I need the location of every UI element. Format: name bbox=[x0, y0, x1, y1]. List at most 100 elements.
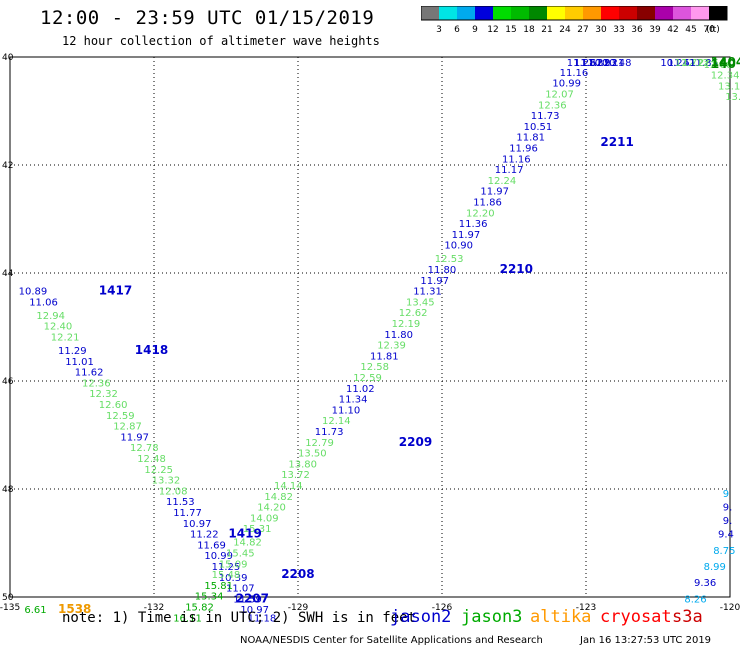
lat-tick-label: 44 bbox=[2, 269, 14, 279]
colorbar-swatch bbox=[547, 6, 565, 20]
wave-height-value: 12.58 bbox=[360, 362, 389, 373]
legend-cryosat: cryosat bbox=[600, 607, 672, 627]
wave-height-value: 11.32 bbox=[581, 58, 610, 69]
wave-height-value: 11.80 bbox=[428, 265, 457, 276]
map-ticks: -135 -132 -129 -126 -123 -120 40 42 44 46 48 50 bbox=[0, 53, 740, 613]
lat-tick-label: 40 bbox=[2, 53, 14, 63]
wave-height-value: 13.72 bbox=[281, 470, 310, 481]
wave-height-value: 11.53 bbox=[166, 497, 195, 508]
wave-height-value: 12.64 bbox=[696, 58, 725, 69]
pass-time-label: 140 bbox=[711, 57, 736, 71]
lon-tick-label: -126 bbox=[432, 603, 453, 613]
wave-height-value: 12.79 bbox=[305, 438, 334, 449]
wave-height-value: 14.82 bbox=[233, 538, 262, 549]
colorbar-swatch bbox=[601, 6, 619, 20]
wave-height-value: 12.53 bbox=[435, 254, 464, 265]
lon-tick-label: -120 bbox=[720, 603, 740, 613]
wave-height-value: 13.32 bbox=[152, 476, 181, 487]
colorbar-label: 18 bbox=[523, 25, 535, 35]
legend-altika: altika bbox=[530, 607, 592, 627]
wave-height-value: 11.80 bbox=[384, 330, 413, 341]
colorbar-label: 27 bbox=[577, 25, 588, 35]
wave-height-value: 10.90 bbox=[444, 241, 473, 252]
wave-height-value: 11.16 bbox=[502, 154, 531, 165]
pass-time-label: 2207 bbox=[236, 591, 269, 605]
wave-height-value: 12.48 bbox=[137, 454, 166, 465]
wave-height-value: 11.17 bbox=[495, 165, 524, 176]
wave-height-value: 11.28 bbox=[567, 58, 596, 69]
wave-height-value: 12.19 bbox=[392, 319, 421, 330]
wave-height-value: 10.24 bbox=[660, 58, 689, 69]
wave-height-value: 11.16 bbox=[560, 68, 589, 79]
colorbar-label: 6 bbox=[454, 25, 460, 35]
wave-height-value: 11.97 bbox=[480, 187, 509, 198]
wave-height-value: 8.75 bbox=[713, 546, 735, 557]
wave-height-value: 14.82 bbox=[264, 492, 293, 503]
wave-height-value: 11.10 bbox=[332, 405, 361, 416]
wave-height-value: 11.59 bbox=[233, 594, 262, 605]
colorbar-swatch bbox=[439, 6, 457, 20]
wave-height-value: 14.14 bbox=[274, 481, 303, 492]
wave-height-value: 13. bbox=[725, 92, 740, 103]
wave-height-value: 14.20 bbox=[257, 503, 286, 514]
colorbar-label: 9 bbox=[472, 25, 478, 35]
colorbar-label: 12 bbox=[487, 25, 498, 35]
wave-height-value: 11.51 bbox=[668, 58, 697, 69]
wave-height-value: 11.31 bbox=[413, 287, 442, 298]
pass-time-label: 1538 bbox=[58, 602, 91, 616]
colorbar-swatch bbox=[619, 6, 637, 20]
wave-height-value: 11.81 bbox=[370, 351, 399, 362]
lon-tick-label: -132 bbox=[144, 603, 164, 613]
wave-height-value: 11.86 bbox=[473, 198, 502, 209]
pass-time-label: 2211 bbox=[600, 135, 633, 149]
wave-height-value: 8.99 bbox=[704, 562, 726, 573]
colorbar: 3 6 9 12 15 18 21 24 27 30 33 36 39 42 45 70(ft) bbox=[421, 6, 728, 35]
wave-height-value: 9. bbox=[723, 516, 733, 527]
colorbar-swatch bbox=[421, 6, 439, 20]
wave-height-value: 11.22 bbox=[190, 530, 219, 541]
wave-height-value: 12.25 bbox=[144, 465, 173, 476]
lat-tick-label: 48 bbox=[2, 485, 14, 495]
wave-height-value: 11.97 bbox=[452, 230, 481, 241]
lat-tick-label: 42 bbox=[2, 161, 13, 171]
pass-time-label: 1418 bbox=[135, 343, 168, 357]
colorbar-unit: (ft) bbox=[706, 25, 720, 35]
wave-height-value: 12.59 bbox=[353, 373, 382, 384]
wave-height-value: 12.20 bbox=[466, 208, 495, 219]
wave-height-value: 12.14 bbox=[322, 416, 351, 427]
wave-height-value: 12.36 bbox=[538, 100, 567, 111]
colorbar-swatch bbox=[475, 6, 493, 20]
map-subtitle: 12 hour collection of altimeter wave hei… bbox=[62, 34, 380, 48]
wave-height-value: 14.09 bbox=[250, 513, 279, 524]
pass-time-label: 1404 bbox=[711, 55, 740, 69]
map-grid bbox=[10, 57, 730, 597]
wave-height-value: 12.36 bbox=[82, 378, 111, 389]
wave-height-value: 15.31 bbox=[243, 524, 272, 535]
colorbar-swatch bbox=[673, 6, 691, 20]
wave-height-value: 10.48 bbox=[603, 58, 632, 69]
wave-height-value: 11.18 bbox=[248, 613, 277, 624]
wave-height-value: 12.62 bbox=[399, 308, 428, 319]
wave-height-value: 12.40 bbox=[44, 322, 73, 333]
wave-height-value: 11.73 bbox=[315, 427, 344, 438]
colorbar-label: 33 bbox=[613, 25, 624, 35]
colorbar-label: 36 bbox=[631, 25, 643, 35]
colorbar-swatch bbox=[655, 6, 673, 20]
wave-height-value: 12.60 bbox=[99, 400, 128, 411]
wave-height-value: 6.61 bbox=[24, 605, 46, 616]
legend-jason3: jason3 bbox=[461, 607, 523, 627]
wave-height-value: 10.39 bbox=[219, 573, 248, 584]
note-text: note: 1) Time is in UTC; 2) SWH is in fe… bbox=[62, 610, 417, 626]
wave-height-value: 12.39 bbox=[377, 341, 406, 352]
wave-height-value: 11.97 bbox=[120, 432, 149, 443]
colorbar-label: 3 bbox=[436, 25, 442, 35]
wave-height-value: 11.96 bbox=[509, 144, 538, 155]
colorbar-swatch bbox=[691, 6, 709, 20]
colorbar-label: 30 bbox=[595, 25, 607, 35]
wave-height-value: 11.62 bbox=[75, 368, 104, 379]
wave-height-value: 10.93 bbox=[588, 58, 617, 69]
wave-height-value: 10.51 bbox=[524, 122, 553, 133]
credit-text: NOAA/NESDIS Center for Satellite Applica… bbox=[240, 635, 543, 646]
wave-height-value: 12.59 bbox=[106, 411, 135, 422]
